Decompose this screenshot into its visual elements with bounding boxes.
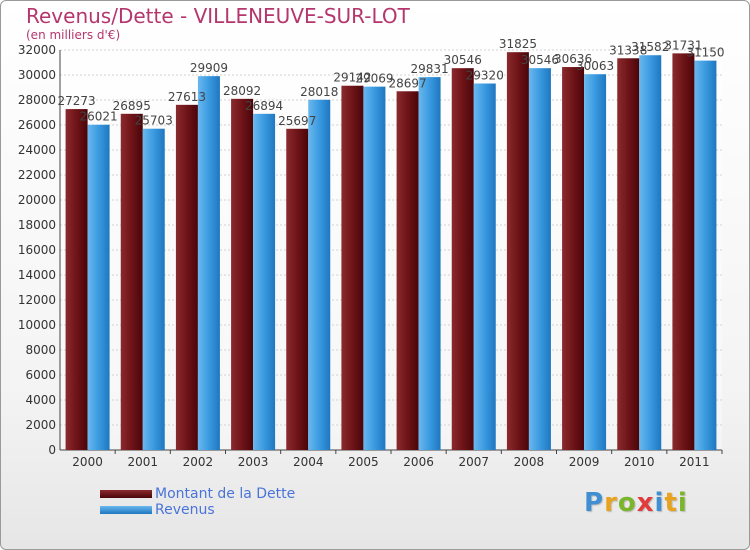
- bars: [65, 52, 717, 451]
- data-label-dette: 31825: [499, 37, 537, 51]
- data-label-dette: 25697: [278, 114, 316, 128]
- x-tick-label: 2006: [403, 455, 434, 469]
- legend-label-revenus: Revenus: [155, 502, 215, 518]
- grid-lines: [60, 49, 722, 451]
- bar-dette: [617, 58, 640, 451]
- data-label-revenus: 26894: [245, 99, 283, 113]
- bar-revenus: [87, 124, 110, 451]
- logo-letter: i: [677, 488, 688, 518]
- data-label-revenus: 29909: [190, 61, 228, 75]
- x-tick-label: 2005: [348, 455, 379, 469]
- y-tick-label: 14000: [18, 268, 56, 282]
- legend-label-dette: Montant de la Dette: [155, 486, 296, 502]
- y-tick-label: 22000: [18, 168, 56, 182]
- bar-dette: [562, 67, 585, 451]
- data-label-revenus: 30546: [521, 53, 559, 67]
- bar-dette: [231, 98, 254, 450]
- y-tick-label: 8000: [25, 343, 56, 357]
- data-label-revenus: 28018: [300, 85, 338, 99]
- y-tick-label: 2000: [25, 418, 56, 432]
- data-label-dette: 27273: [57, 94, 95, 108]
- legend-swatch-revenus: [100, 506, 152, 514]
- logo-letter: r: [604, 488, 618, 518]
- bar-revenus: [363, 86, 386, 450]
- bar-revenus: [473, 83, 496, 450]
- data-label-dette: 31731: [664, 38, 702, 52]
- logo-letter: P: [584, 488, 605, 518]
- x-tick-label: 2009: [569, 455, 600, 469]
- chart-title: Revenus/Dette - VILLENEUVE-SUR-LOT: [26, 4, 410, 28]
- x-tick-label: 2008: [514, 455, 545, 469]
- y-tick-label: 10000: [18, 318, 56, 332]
- bar-dette: [341, 85, 364, 450]
- axes: 0 2000 4000 6000 8000 10000 12000 14000 16000 180…: [18, 43, 723, 469]
- chart-subtitle: (en milliers d'€): [26, 28, 121, 42]
- bar-dette: [672, 53, 695, 451]
- bar-revenus: [253, 113, 276, 450]
- x-tick-label: 2001: [127, 455, 158, 469]
- data-label-dette: 27613: [168, 90, 206, 104]
- y-tick-label: 0: [48, 443, 56, 457]
- data-label-dette: 30636: [554, 52, 592, 66]
- y-tick-label: 28000: [18, 93, 56, 107]
- y-tick-label: 30000: [18, 68, 56, 82]
- plot-area: [60, 50, 722, 450]
- data-label-dette: 31338: [609, 43, 647, 57]
- proxiti-logo: Proxiti: [584, 488, 688, 518]
- y-tick-label: 12000: [18, 293, 56, 307]
- bar-revenus: [418, 77, 441, 451]
- bar-dette: [451, 68, 474, 451]
- logo-letter: t: [664, 488, 678, 518]
- x-tick-label: 2007: [458, 455, 489, 469]
- y-tick-label: 4000: [25, 393, 56, 407]
- logo-letter: x: [636, 488, 655, 518]
- logo-letter: i: [654, 488, 665, 518]
- x-tick-label: 2010: [624, 455, 655, 469]
- y-tick-label: 18000: [18, 218, 56, 232]
- y-tick-label: 20000: [18, 193, 56, 207]
- x-tick-label: 2002: [183, 455, 214, 469]
- bar-revenus: [584, 74, 607, 451]
- y-tick-label: 32000: [18, 43, 56, 57]
- x-tick-label: 2000: [72, 455, 103, 469]
- bar-dette: [175, 104, 198, 451]
- y-tick-label: 6000: [25, 368, 56, 382]
- data-label-dette: 28697: [388, 76, 426, 90]
- data-label-revenus: 31582: [631, 40, 669, 54]
- bar-revenus: [639, 55, 662, 450]
- data-label-revenus: 29069: [355, 72, 393, 86]
- data-label-dette: 26895: [113, 99, 151, 113]
- bar-dette: [506, 52, 529, 450]
- y-tick-label: 26000: [18, 118, 56, 132]
- data-label-dette: 28092: [223, 84, 261, 98]
- data-label-revenus: 29831: [410, 62, 448, 76]
- data-label-revenus: 29320: [466, 69, 504, 83]
- x-tick-label: 2003: [238, 455, 269, 469]
- logo-letter: o: [617, 488, 637, 518]
- bar-dette: [396, 91, 419, 450]
- data-label-dette: 29142: [333, 71, 371, 85]
- data-label-revenus: 30063: [576, 59, 614, 73]
- bar-dette: [65, 109, 88, 451]
- bar-revenus: [142, 128, 165, 450]
- bar-dette: [286, 128, 309, 450]
- bar-revenus: [308, 99, 331, 451]
- data-label-revenus: 26021: [79, 110, 117, 124]
- bar-revenus: [694, 60, 717, 450]
- x-tick-label: 2011: [679, 455, 710, 469]
- data-label-dette: 30546: [444, 53, 482, 67]
- data-label-revenus: 31150: [686, 46, 724, 60]
- bar-revenus: [197, 76, 220, 450]
- legend-swatch-dette: [100, 490, 152, 498]
- bar-dette: [120, 113, 143, 450]
- x-tick-label: 2004: [293, 455, 324, 469]
- bar-revenus: [528, 68, 551, 451]
- y-tick-label: 24000: [18, 143, 56, 157]
- y-tick-label: 16000: [18, 243, 56, 257]
- data-label-revenus: 25703: [135, 114, 173, 128]
